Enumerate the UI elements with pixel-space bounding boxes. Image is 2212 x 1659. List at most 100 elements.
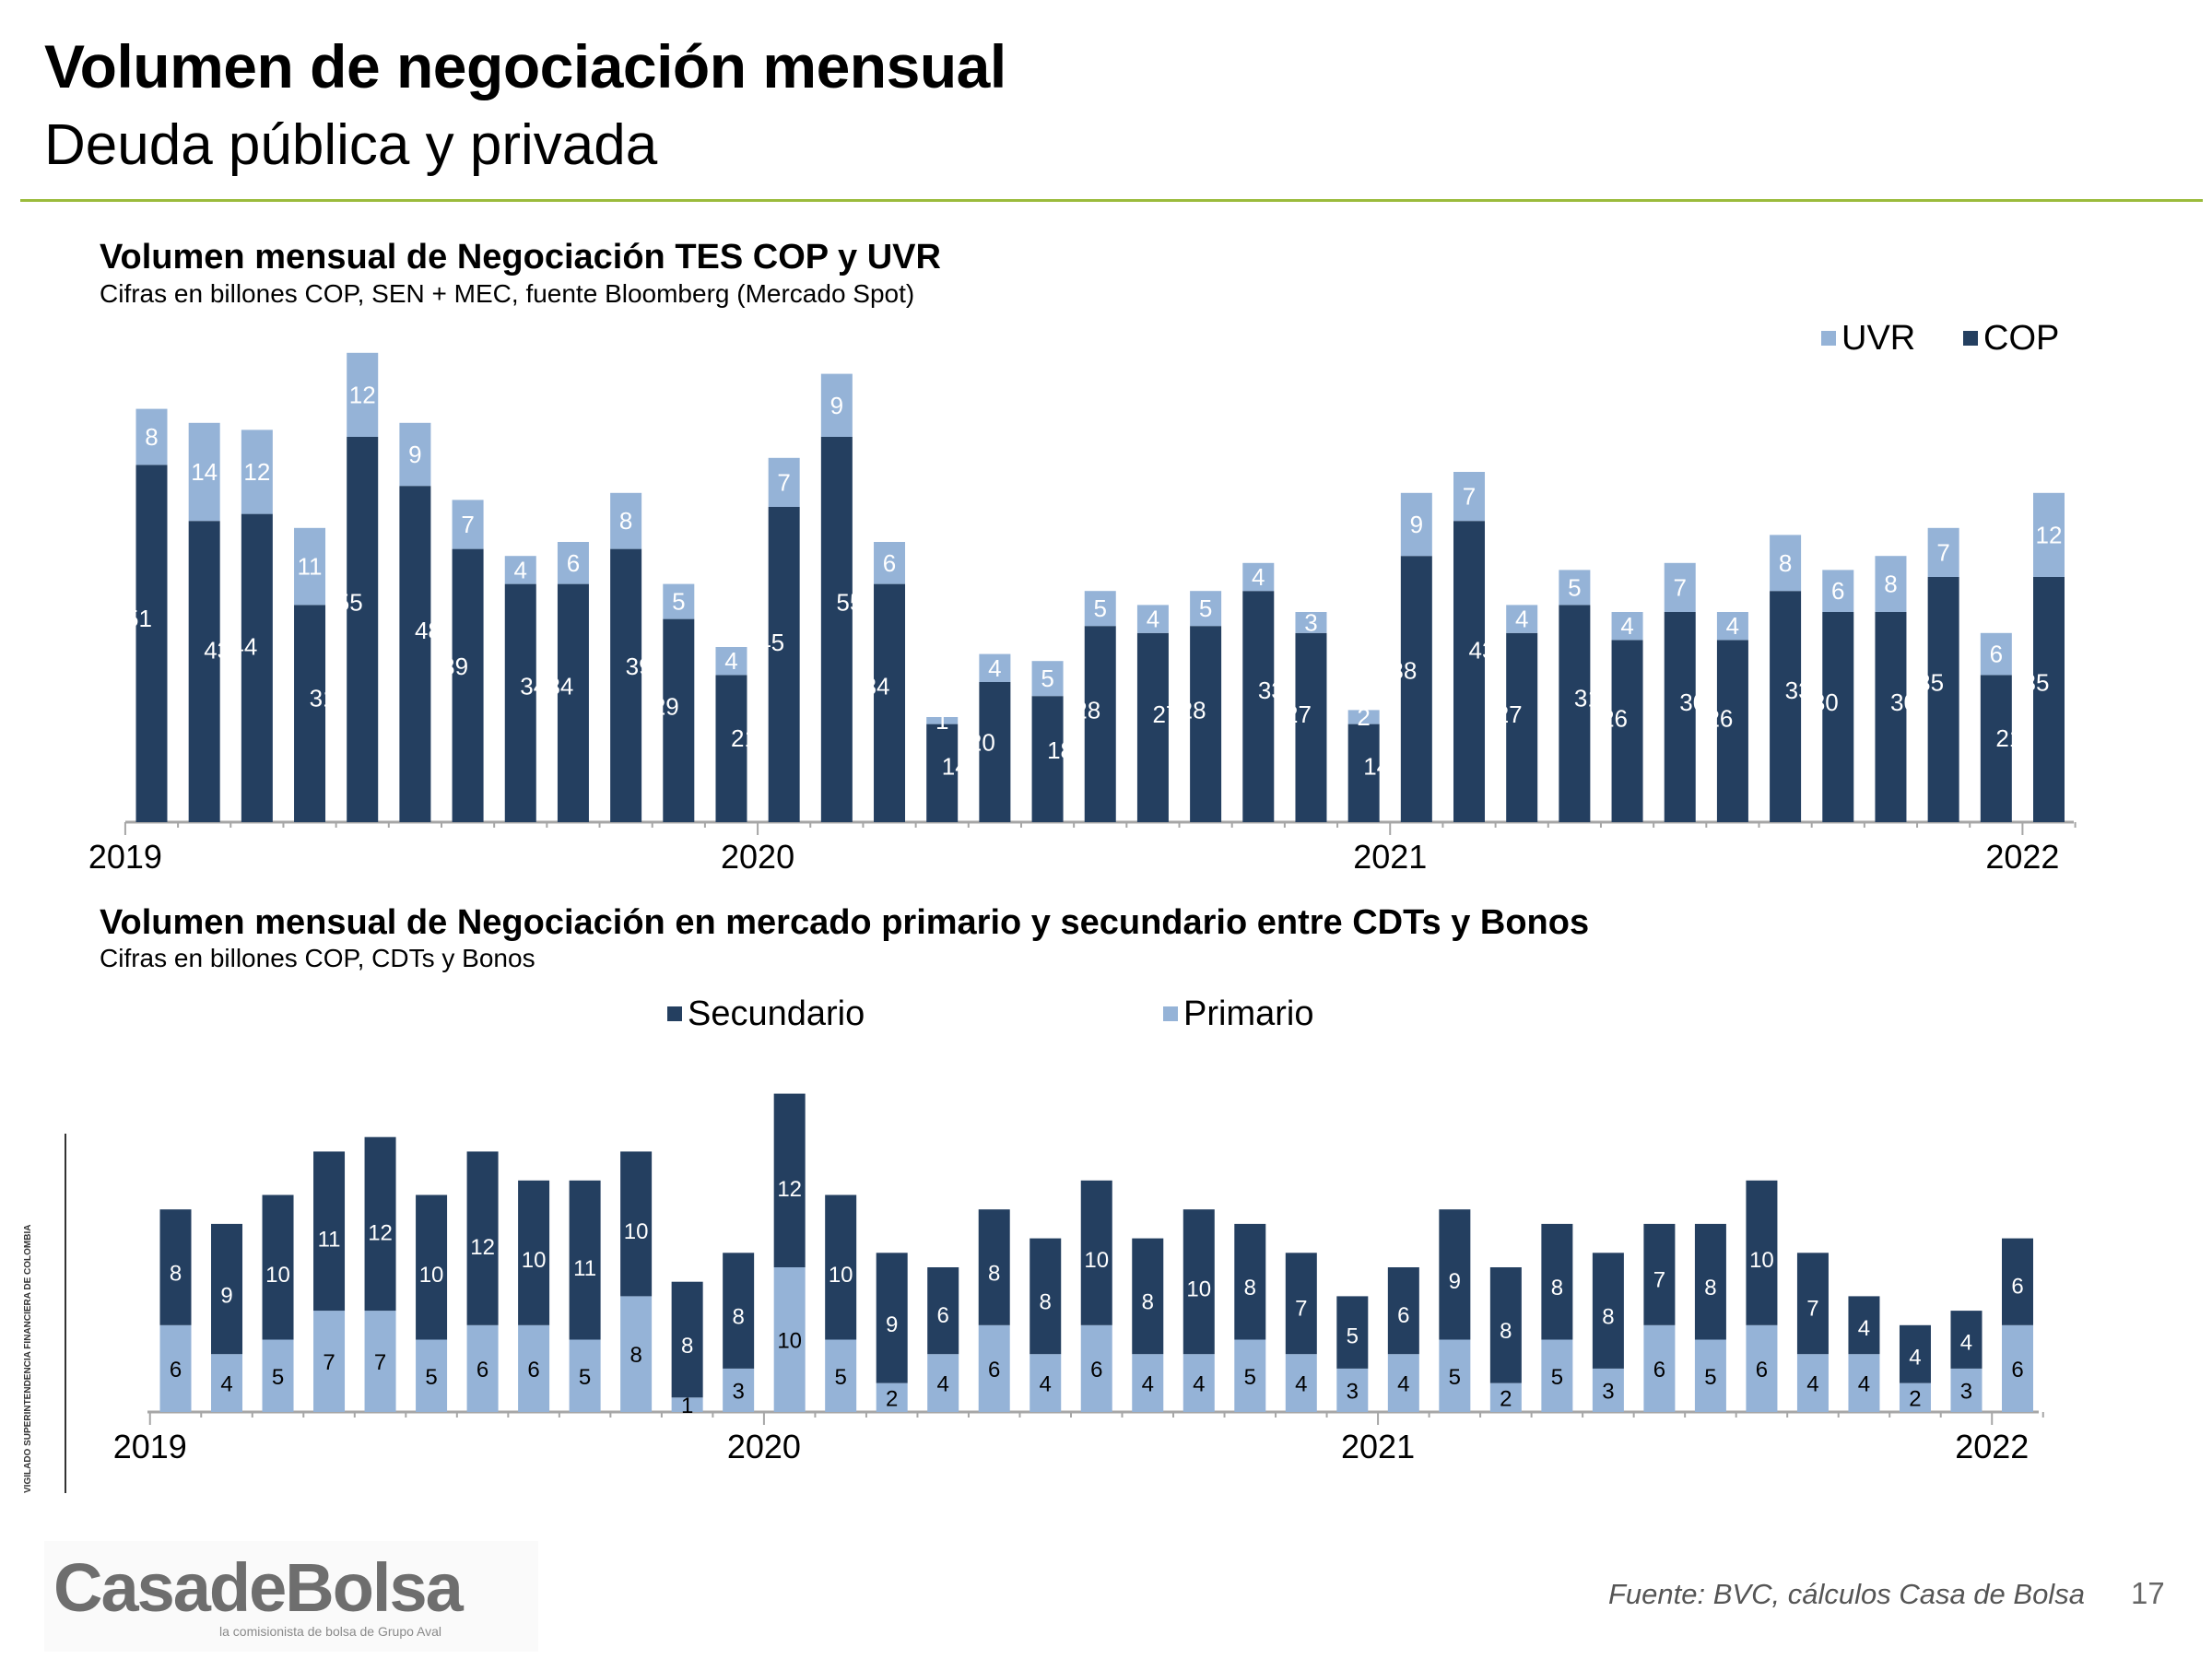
bar-uvr [452, 500, 484, 549]
bar-cop [1559, 605, 1591, 822]
bar-cop [504, 583, 536, 822]
data-label-uvr: 7 [1936, 538, 1949, 566]
bar-primario [1950, 1368, 1983, 1412]
data-label-primario: 4 [220, 1372, 232, 1397]
bar-primario [211, 1354, 243, 1412]
data-label-secundario: 8 [1551, 1276, 1563, 1300]
bar-primario [825, 1339, 857, 1412]
bar-secundario [211, 1223, 243, 1355]
bar-cop [1190, 626, 1222, 822]
chart2-subtitle: Cifras en billones COP, CDTs y Bonos [100, 944, 535, 972]
bar-uvr [874, 542, 906, 584]
bar-uvr [1506, 605, 1538, 633]
bar-cop [1611, 640, 1643, 822]
bar-uvr [1664, 562, 1696, 612]
data-label-cop: 35 [2023, 668, 2050, 696]
bar-secundario [1234, 1223, 1266, 1340]
bar-secundario [1643, 1223, 1676, 1325]
bar-primario [1899, 1382, 1931, 1412]
data-label-cop: 43 [1469, 637, 1496, 665]
data-label-uvr: 5 [672, 588, 685, 616]
bar-primario [1541, 1339, 1573, 1412]
bar-cop [768, 507, 800, 822]
x-tick-label: 2019 [88, 838, 162, 876]
casa-de-bolsa-logo: CasadeBolsa la comisionista de bolsa de … [44, 1541, 538, 1652]
data-label-primario: 6 [1756, 1358, 1768, 1382]
bar-primario [466, 1324, 499, 1412]
data-label-primario: 5 [425, 1365, 437, 1390]
bar-cop [820, 437, 853, 822]
page-title: Volumen de negociación mensual [44, 32, 1006, 100]
bar-cop [1980, 675, 2012, 822]
data-label-secundario: 8 [1244, 1276, 1256, 1300]
data-label-secundario: 5 [1347, 1324, 1359, 1349]
bar-secundario [1387, 1267, 1419, 1355]
data-label-primario: 6 [477, 1358, 488, 1382]
bar-uvr [1031, 661, 1064, 697]
bar-uvr [399, 422, 431, 487]
data-label-cop: 34 [864, 673, 890, 700]
data-label-cop: 43 [204, 637, 230, 665]
bar-cop [1084, 626, 1116, 822]
data-label-uvr: 8 [145, 423, 158, 451]
data-label-primario: 2 [1909, 1386, 1921, 1411]
bar-secundario [569, 1180, 601, 1340]
bar-cop [1716, 640, 1748, 822]
data-label-secundario: 8 [1602, 1304, 1614, 1329]
x-tick-label: 2021 [1341, 1428, 1415, 1465]
x-tick-label: 2019 [113, 1428, 187, 1465]
data-label-primario: 5 [1704, 1365, 1716, 1390]
bar-secundario [1439, 1209, 1471, 1340]
bar-cop [294, 605, 326, 822]
bar-secundario [1336, 1296, 1369, 1369]
data-label-primario: 6 [2011, 1358, 2023, 1382]
data-label-uvr: 4 [724, 647, 737, 675]
data-label-uvr: 7 [1674, 573, 1687, 601]
bar-uvr [979, 653, 1011, 682]
x-tick-label: 2022 [1985, 838, 2059, 876]
bar-secundario [159, 1209, 192, 1325]
data-label-secundario: 10 [829, 1263, 853, 1288]
page-subtitle: Deuda pública y privada [44, 113, 658, 177]
bar-cop [135, 465, 168, 822]
data-label-cop: 14 [942, 752, 969, 780]
data-label-cop: 31 [310, 685, 336, 712]
data-label-uvr: 7 [1463, 483, 1476, 511]
bar-primario [1285, 1354, 1317, 1412]
bar-primario [1592, 1368, 1624, 1412]
bar-uvr [1559, 570, 1591, 606]
data-label-secundario: 11 [318, 1227, 341, 1252]
bar-uvr [610, 492, 642, 549]
bar-primario [1643, 1324, 1676, 1412]
data-label-cop: 29 [653, 692, 679, 720]
bar-primario [1746, 1324, 1778, 1412]
bar-uvr [1136, 605, 1169, 633]
data-label-uvr: 6 [1990, 641, 2003, 668]
page-number: 17 [2131, 1576, 2165, 1610]
data-label-uvr: 9 [408, 441, 421, 468]
data-label-primario: 10 [777, 1329, 802, 1354]
bar-cop [2033, 577, 2065, 822]
bar-uvr [1770, 535, 1802, 592]
logo-name: CasadeBolsa [53, 1549, 464, 1626]
data-label-secundario: 10 [419, 1263, 444, 1288]
data-label-uvr: 11 [298, 553, 323, 581]
data-label-cop: 39 [441, 653, 468, 680]
bar-uvr [820, 373, 853, 437]
data-label-secundario: 7 [1806, 1297, 1818, 1322]
bar-secundario [1899, 1324, 1931, 1383]
bar-primario [569, 1339, 601, 1412]
bar-primario [1182, 1354, 1215, 1412]
data-label-cop: 45 [758, 629, 784, 656]
data-label-uvr: 14 [191, 458, 218, 486]
vigilado-stamp: VIGILADO SUPERINTENDENCIA FINANCIERA DE … [22, 1134, 66, 1493]
bar-uvr [504, 556, 536, 584]
legend-swatch-primario [1163, 1006, 1178, 1021]
data-label-secundario: 8 [1142, 1290, 1154, 1315]
data-label-primario: 4 [1397, 1372, 1409, 1397]
bar-uvr [768, 457, 800, 507]
bar-primario [773, 1267, 806, 1412]
bar-uvr [188, 422, 220, 522]
bar-uvr [2033, 492, 2065, 577]
data-label-primario: 4 [1806, 1372, 1818, 1397]
